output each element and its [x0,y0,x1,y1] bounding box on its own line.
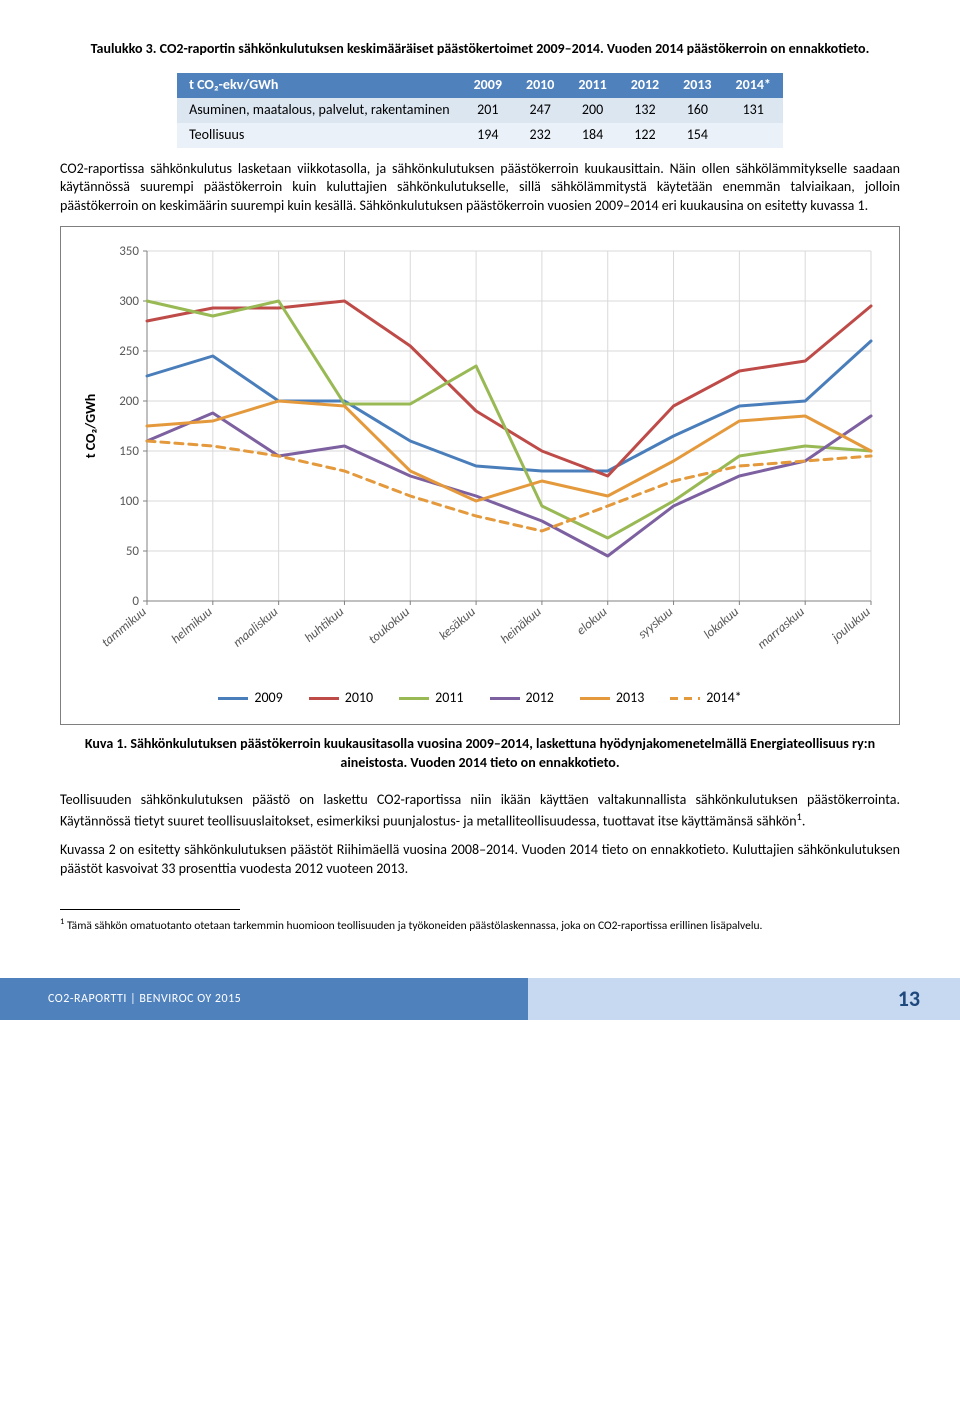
table-row: Teollisuus 194 232 184 122 154 [177,123,783,148]
cell: 201 [462,98,514,123]
legend-swatch [309,697,339,700]
legend-item: 2013 [580,689,644,708]
table-header-year: 2010 [514,73,566,98]
table-caption: Taulukko 3. CO2-raportin sähkönkulutukse… [60,40,900,59]
table-row: Asuminen, maatalous, palvelut, rakentami… [177,98,783,123]
cell: 232 [514,123,566,148]
svg-text:toukokuu: toukokuu [366,605,413,648]
row-label: Teollisuus [177,123,461,148]
table-header-year: 2014* [724,73,783,98]
table-header-year: 2009 [462,73,514,98]
paragraph-1: CO2-raportissa sähkönkulutus lasketaan v… [60,160,900,217]
paragraph-3: Kuvassa 2 on esitetty sähkönkulutuksen p… [60,841,900,879]
svg-text:tammikuu: tammikuu [99,605,150,651]
page-footer: CO2-RAPORTTI | BENVIROC OY 2015 13 [0,978,960,1020]
table-header-year: 2012 [619,73,671,98]
table-header-year: 2011 [566,73,618,98]
legend-item: 2009 [218,689,282,708]
legend-swatch [399,697,429,700]
cell: 184 [566,123,618,148]
legend-label: 2013 [616,689,644,708]
table-header-label: t CO₂-ekv/GWh [177,73,461,98]
svg-text:200: 200 [119,394,139,409]
svg-text:250: 250 [119,344,139,359]
svg-text:marraskuu: marraskuu [755,605,808,653]
table-header-year: 2013 [671,73,723,98]
legend-label: 2014* [706,689,741,708]
svg-text:kesäkuu: kesäkuu [437,605,479,644]
figure-caption: Kuva 1. Sähkönkulutuksen päästökerroin k… [80,735,880,773]
footnote: 1 Tämä sähkön omatuotanto otetaan tarkem… [60,916,900,934]
cell: 160 [671,98,723,123]
legend-label: 2012 [526,689,554,708]
legend-label: 2009 [254,689,282,708]
footer-source: CO2-RAPORTTI | BENVIROC OY 2015 [0,978,528,1020]
svg-text:300: 300 [119,294,139,309]
row-label: Asuminen, maatalous, palvelut, rakentami… [177,98,461,123]
cell: 154 [671,123,723,148]
svg-text:150: 150 [119,444,139,459]
footnote-text: Tämä sähkön omatuotanto otetaan tarkemmi… [64,919,762,933]
legend-swatch [670,697,700,700]
svg-text:heinäkuu: heinäkuu [498,605,545,648]
para2-text: Teollisuuden sähkönkulutuksen päästö on … [60,791,900,830]
legend-swatch [490,697,520,700]
svg-text:helmikuu: helmikuu [169,605,216,648]
svg-text:elokuu: elokuu [574,605,611,639]
cell: 131 [724,98,783,123]
legend-item: 2014* [670,689,741,708]
cell: 132 [619,98,671,123]
legend-swatch [218,697,248,700]
svg-text:100: 100 [119,494,139,509]
chart-frame: 050100150200250300350tammikuuhelmikuumaa… [60,226,900,725]
svg-text:50: 50 [126,544,140,559]
legend-label: 2010 [345,689,373,708]
paragraph-2: Teollisuuden sähkönkulutuksen päästö on … [60,791,900,831]
cell [724,123,783,148]
svg-text:t CO₂/GWh: t CO₂/GWh [82,394,99,459]
legend-item: 2011 [399,689,463,708]
cell: 122 [619,123,671,148]
svg-text:maaliskuu: maaliskuu [230,605,281,651]
cell: 247 [514,98,566,123]
emission-factors-table: t CO₂-ekv/GWh 2009 2010 2011 2012 2013 2… [177,73,783,148]
page-number: 13 [528,978,960,1020]
svg-text:joulukuu: joulukuu [829,605,874,646]
legend-item: 2010 [309,689,373,708]
svg-text:huhtikuu: huhtikuu [302,605,347,646]
line-chart: 050100150200250300350tammikuuhelmikuumaa… [77,241,883,681]
chart-legend: 2009 2010 2011 2012 2013 2014* [77,689,883,708]
legend-label: 2011 [435,689,463,708]
legend-swatch [580,697,610,700]
svg-text:syyskuu: syyskuu [635,605,676,643]
legend-item: 2012 [490,689,554,708]
footnote-separator [60,909,240,910]
para2-end: . [802,812,806,829]
cell: 194 [462,123,514,148]
svg-text:350: 350 [119,244,139,259]
cell: 200 [566,98,618,123]
svg-text:lokakuu: lokakuu [701,605,742,643]
